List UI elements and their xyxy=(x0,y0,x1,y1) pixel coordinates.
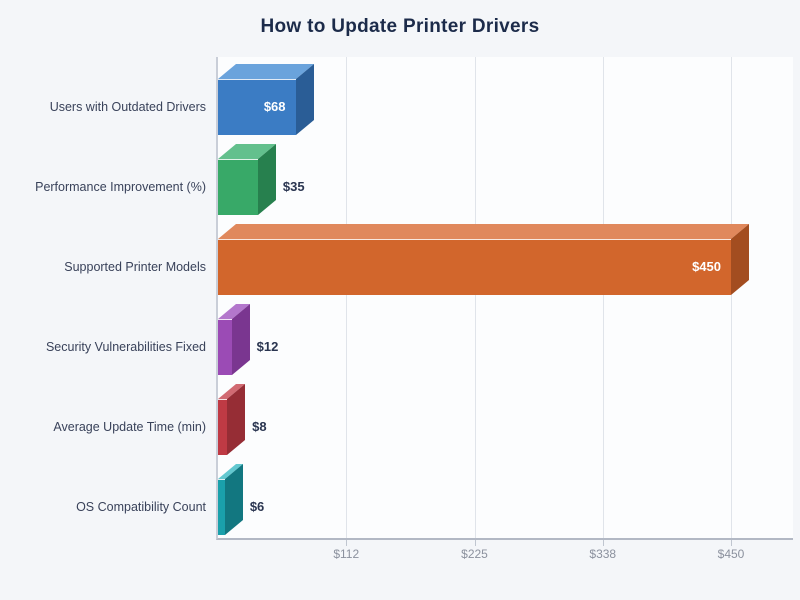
tick-mark xyxy=(731,540,732,546)
chart-title: How to Update Printer Drivers xyxy=(260,16,540,37)
bar-value-label: $8 xyxy=(252,419,267,434)
category-axis: Users with Outdated Drivers Performance I… xyxy=(0,57,206,540)
bar xyxy=(218,79,296,135)
bar-top-face xyxy=(218,224,750,239)
bar-row: $8 xyxy=(218,377,793,457)
category-label: Security Vulnerabilities Fixed xyxy=(45,340,206,354)
bar-row: $12 xyxy=(218,297,793,377)
x-tick-label: $225 xyxy=(461,547,488,561)
bar-row: $450 xyxy=(218,217,793,297)
category-label: Supported Printer Models xyxy=(64,260,206,274)
gridline xyxy=(346,57,348,538)
bar-value-label: $35 xyxy=(282,179,305,194)
bar-row: $35 xyxy=(218,137,793,217)
bar-value-label: $68 xyxy=(263,99,286,114)
bar-value-label: $450 xyxy=(692,259,721,274)
x-tick-label: $338 xyxy=(589,547,617,561)
bar xyxy=(218,399,228,455)
bar xyxy=(218,319,232,375)
bar xyxy=(218,159,258,215)
x-tick-label: $112 xyxy=(333,547,360,561)
gridline xyxy=(474,57,476,538)
category-label: OS Compatibility Count xyxy=(76,500,206,514)
bar xyxy=(218,479,225,535)
x-tick-label: $450 xyxy=(717,547,745,561)
category-label: Average Update Time (min) xyxy=(53,420,206,434)
tick-mark xyxy=(602,540,604,546)
bar-value-label: $6 xyxy=(249,499,265,514)
bar-row: $68 xyxy=(218,57,793,137)
gridline xyxy=(602,57,604,538)
category-label: Performance Improvement (%) xyxy=(35,180,206,194)
tick-mark xyxy=(346,540,348,546)
bar-value-label: $12 xyxy=(256,339,279,354)
tick-mark xyxy=(474,540,476,546)
bar-row: $6 xyxy=(218,457,793,537)
gridline xyxy=(731,57,732,538)
plot-area: $112 $225 $338 $450 $68 $35 $450 $12 $8 $6 xyxy=(216,57,793,561)
bar xyxy=(218,239,731,295)
category-label: Users with Outdated Drivers xyxy=(49,100,206,114)
